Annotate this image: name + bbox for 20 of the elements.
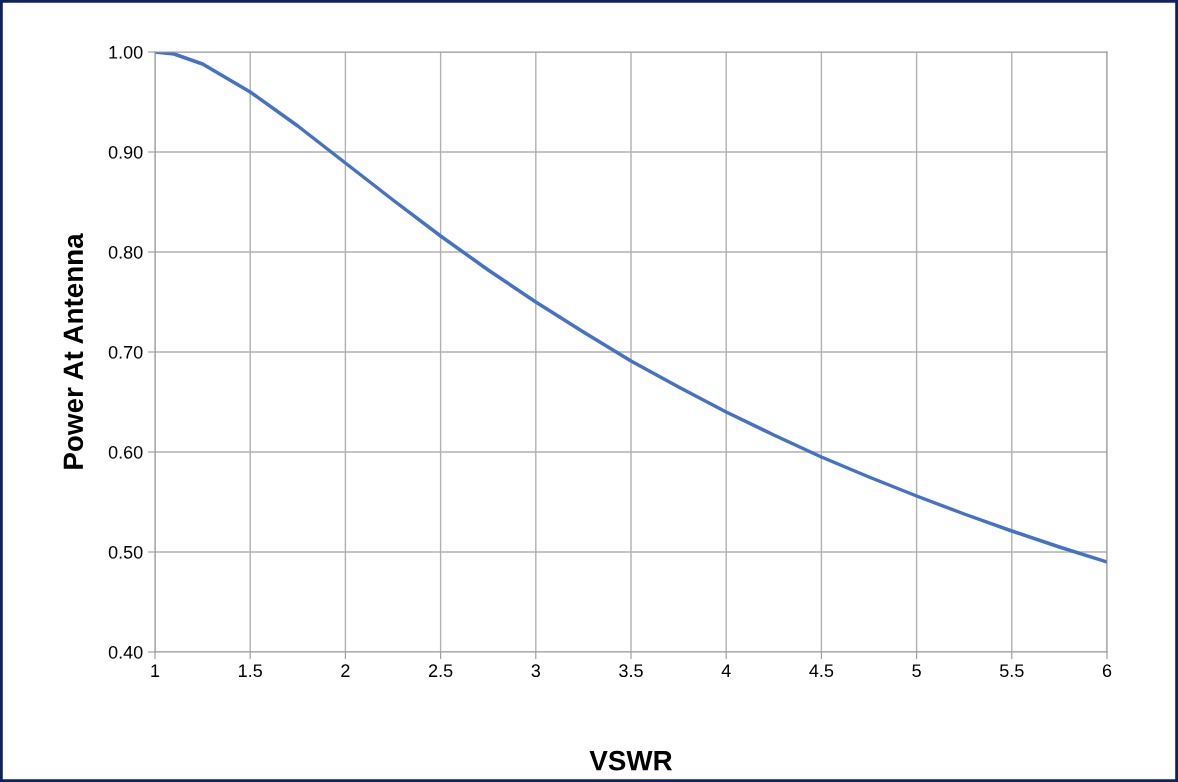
y-tick-label: 0.60 bbox=[108, 445, 143, 459]
y-tick-label: 0.50 bbox=[108, 545, 143, 559]
x-axis-title: VSWR bbox=[589, 750, 673, 771]
x-tick-label: 6 bbox=[1102, 664, 1112, 678]
x-tick-label: 4.5 bbox=[809, 664, 834, 678]
x-tick-label: 1 bbox=[151, 664, 160, 677]
y-tick-label: 0.40 bbox=[108, 645, 143, 659]
y-tick-label: 0.70 bbox=[108, 345, 143, 359]
y-tick-label: 0.90 bbox=[108, 145, 143, 159]
x-tick-label: 1.5 bbox=[239, 664, 262, 678]
x-tick-label: 4 bbox=[721, 664, 731, 677]
x-tick-label: 5.5 bbox=[999, 664, 1024, 678]
x-tick-label: 3.5 bbox=[619, 664, 643, 678]
x-tick-label: 5 bbox=[912, 664, 921, 678]
x-tick-label: 3 bbox=[531, 664, 541, 678]
x-tick-label: 2.5 bbox=[428, 664, 453, 678]
x-tick-label: 2 bbox=[341, 664, 350, 677]
y-tick-label: 1.00 bbox=[109, 45, 143, 59]
y-axis-title: Power At Antenna bbox=[63, 233, 84, 469]
y-tick-label: 0.80 bbox=[108, 245, 143, 259]
